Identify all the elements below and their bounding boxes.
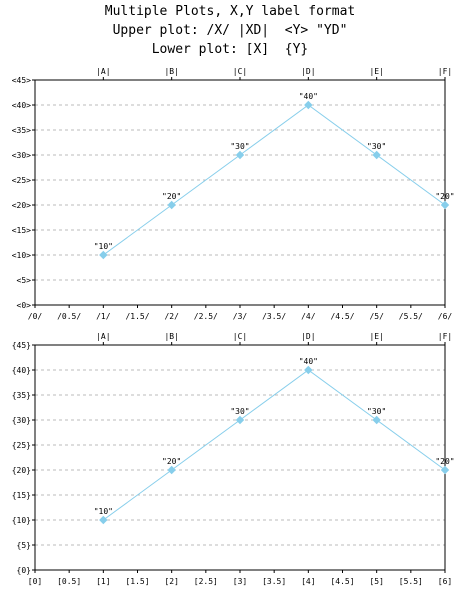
upper-x-tick-label: /2.5/: [194, 312, 218, 321]
lower-x-tick-label: [0.5]: [57, 577, 81, 586]
lower-data-point: [372, 415, 381, 425]
lower-data-label: "20": [162, 457, 181, 466]
upper-y-tick-label: <15>: [12, 226, 31, 235]
upper-data-label: "20": [435, 192, 454, 201]
upper-y-tick-label: <10>: [12, 251, 31, 260]
upper-y-tick-label: <45>: [12, 76, 31, 85]
lower-plot-frame: [34, 344, 446, 571]
lower-x-tick-label: [5]: [369, 577, 383, 586]
upper-y-tick-label: <0>: [17, 301, 32, 310]
lower-top-label: |A|: [96, 332, 110, 341]
upper-x-tick-label: /2/: [164, 312, 179, 321]
upper-top-label: |C|: [233, 67, 247, 76]
upper-top-label: |B|: [164, 67, 178, 76]
chart-title-line2: Upper plot: /X/ |XD| <Y> "YD": [112, 23, 348, 38]
lower-top-label: |E|: [369, 332, 383, 341]
chart-title-line1: Multiple Plots, X,Y label format: [104, 4, 356, 19]
lower-x-tick-label: [3]: [233, 577, 247, 586]
upper-plot-frame: [34, 79, 446, 306]
lower-data-point: [440, 465, 450, 475]
lower-x-tick-label: [1]: [96, 577, 110, 586]
lower-y-tick-label: {25}: [12, 441, 31, 450]
lower-data-point: [304, 365, 313, 375]
upper-data-point: [372, 150, 381, 160]
lower-data-label: "30": [367, 407, 386, 416]
upper-y-tick-label: <25>: [12, 176, 31, 185]
lower-y-tick-label: {10}: [12, 516, 31, 525]
lower-y-tick-label: {5}: [17, 541, 31, 550]
lower-y-tick-label: {15}: [12, 491, 31, 500]
lower-x-tick-label: [0]: [28, 577, 42, 586]
upper-top-label: |E|: [369, 67, 383, 76]
lower-data-label: "40": [299, 357, 318, 366]
lower-x-tick-label: [2.5]: [194, 577, 218, 586]
upper-y-tick-label: <30>: [12, 151, 31, 160]
upper-y-tick-label: <5>: [17, 276, 32, 285]
lower-series-line: [103, 369, 446, 521]
lower-y-tick-label: {45}: [12, 341, 31, 350]
lower-data-label: "30": [230, 407, 249, 416]
lower-data-label: "20": [435, 457, 454, 466]
upper-data-point: [99, 250, 108, 260]
upper-y-tick-label: <40>: [12, 101, 31, 110]
upper-top-label: |D|: [301, 67, 315, 76]
lower-y-tick-label: {0}: [17, 566, 31, 575]
upper-y-tick-label: <20>: [12, 201, 31, 210]
upper-x-tick-label: /0.5/: [57, 312, 81, 321]
lower-x-tick-label: [4]: [301, 577, 315, 586]
lower-top-label: |C|: [233, 332, 247, 341]
upper-x-tick-label: /5/: [369, 312, 384, 321]
lower-x-tick-label: [5.5]: [399, 577, 423, 586]
lower-x-tick-label: [1.5]: [125, 577, 149, 586]
lower-data-point: [99, 515, 108, 525]
upper-top-label: |F|: [438, 67, 452, 76]
lower-top-label: |F|: [438, 332, 452, 341]
upper-data-label: "30": [367, 142, 386, 151]
upper-x-tick-label: /6/: [438, 312, 453, 321]
upper-x-tick-label: /4.5/: [330, 312, 354, 321]
lower-data-point: [167, 465, 176, 475]
lower-y-tick-label: {40}: [12, 366, 31, 375]
upper-data-label: "10": [94, 242, 113, 251]
lower-y-tick-label: {35}: [12, 391, 31, 400]
upper-series-line: [103, 104, 446, 256]
lower-data-point: [235, 415, 245, 425]
lower-x-tick-label: [6]: [438, 577, 452, 586]
upper-x-tick-label: /1/: [96, 312, 111, 321]
upper-top-label: |A|: [96, 67, 110, 76]
upper-x-tick-label: /3/: [233, 312, 248, 321]
upper-data-label: "40": [299, 92, 318, 101]
lower-x-tick-label: [3.5]: [262, 577, 286, 586]
upper-x-tick-label: /4/: [301, 312, 316, 321]
upper-x-tick-label: /5.5/: [399, 312, 423, 321]
upper-data-point: [235, 150, 245, 160]
lower-data-label: "10": [94, 507, 113, 516]
chart-title-line3: Lower plot: [X] {Y}: [151, 42, 309, 57]
upper-x-tick-label: /1.5/: [125, 312, 149, 321]
upper-data-point: [440, 200, 450, 210]
lower-x-tick-label: [2]: [164, 577, 178, 586]
lower-top-label: |D|: [301, 332, 315, 341]
upper-data-point: [167, 200, 176, 210]
lower-y-tick-label: {20}: [12, 466, 31, 475]
lower-x-tick-label: [4.5]: [330, 577, 354, 586]
lower-top-label: |B|: [164, 332, 178, 341]
upper-data-label: "30": [230, 142, 249, 151]
lower-y-tick-label: {30}: [12, 416, 31, 425]
upper-data-point: [304, 100, 313, 110]
upper-data-label: "20": [162, 192, 181, 201]
upper-x-tick-label: /0/: [28, 312, 43, 321]
upper-x-tick-label: /3.5/: [262, 312, 286, 321]
upper-y-tick-label: <35>: [12, 126, 31, 135]
